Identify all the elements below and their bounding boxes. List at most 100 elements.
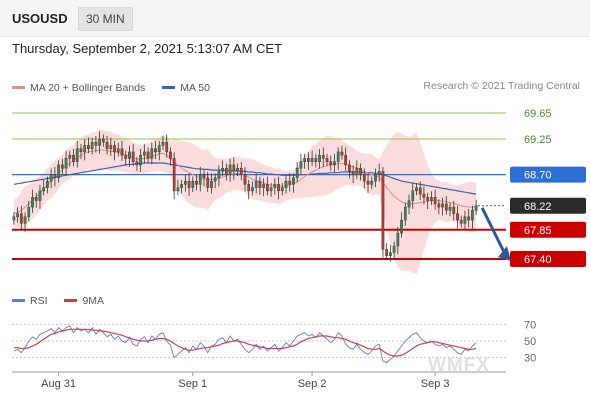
candle-bull bbox=[213, 177, 217, 182]
candle-bull bbox=[318, 154, 321, 162]
candle-bear bbox=[131, 151, 135, 162]
candle-bear bbox=[344, 154, 348, 166]
candle-bull bbox=[370, 180, 374, 185]
candle-bear bbox=[146, 151, 150, 159]
candle-bull bbox=[46, 180, 49, 188]
candle-bear bbox=[277, 184, 280, 192]
candle-bull bbox=[389, 252, 392, 256]
candle-bull bbox=[31, 197, 34, 208]
candle-bull bbox=[333, 161, 336, 166]
level-label-69-25: 69.25 bbox=[524, 134, 552, 146]
legend-label-rsi-ma: 9MA bbox=[82, 294, 105, 307]
legend-item-ma20-bb: MA 20 + Bollinger Bands bbox=[12, 82, 145, 94]
watermark-logo: WMFX bbox=[428, 355, 491, 376]
forecast-arrow-icon bbox=[498, 246, 511, 262]
candle-bull bbox=[217, 171, 221, 179]
candle-bull bbox=[210, 180, 213, 188]
x-tick-aug-31: Aug 31 bbox=[41, 378, 76, 390]
candle-bear bbox=[325, 158, 329, 162]
candle-bear bbox=[444, 203, 448, 211]
candle-bear bbox=[366, 180, 370, 185]
candle-bear bbox=[172, 158, 176, 192]
x-tick-sep-3: Sep 3 bbox=[421, 378, 450, 390]
research-credit: Research © 2021 Trading Central bbox=[423, 80, 580, 92]
candle-bear bbox=[243, 174, 247, 185]
candle-bear bbox=[124, 154, 128, 159]
rsi-tick-50: 50 bbox=[524, 336, 536, 348]
candle-bull bbox=[396, 232, 400, 247]
rsi-line bbox=[13, 325, 477, 364]
candle-bull bbox=[142, 151, 146, 156]
candle-bear bbox=[266, 184, 269, 192]
candle-bull bbox=[38, 190, 42, 201]
candle-bull bbox=[176, 187, 180, 192]
candle-bear bbox=[232, 164, 236, 172]
candle-bull bbox=[75, 148, 79, 162]
candle-bear bbox=[120, 148, 124, 156]
candle-bear bbox=[258, 180, 262, 188]
level-label-67-40: 67.40 bbox=[524, 254, 552, 266]
candle-bull bbox=[183, 180, 187, 185]
timeframe-button[interactable]: 30 MIN bbox=[78, 7, 133, 31]
level-badge-68-70 bbox=[510, 166, 586, 183]
candle-bear bbox=[340, 151, 344, 156]
candle-bear bbox=[321, 154, 325, 159]
level-label-68-70: 68.70 bbox=[524, 170, 552, 182]
candle-bull bbox=[161, 141, 165, 146]
candle-bull bbox=[198, 174, 202, 185]
candle-bear bbox=[60, 164, 64, 169]
candle-bear bbox=[418, 187, 422, 195]
rsi-tick-30: 30 bbox=[524, 353, 536, 365]
legend-label-ma50: MA 50 bbox=[180, 81, 210, 94]
candle-bull bbox=[42, 187, 46, 192]
candle-bear bbox=[72, 154, 75, 162]
symbol-label: USOUSD bbox=[12, 11, 68, 26]
candle-bear bbox=[385, 249, 389, 256]
candle-bull bbox=[128, 151, 131, 159]
rsi-swatch-icon bbox=[12, 299, 25, 302]
candle-bull bbox=[221, 167, 224, 172]
candle-bear bbox=[154, 148, 157, 153]
legend-item-rsi-ma: 9MA bbox=[64, 295, 104, 307]
level-badge-67-40 bbox=[510, 251, 586, 268]
candle-bear bbox=[362, 174, 366, 182]
candle-bull bbox=[295, 167, 299, 179]
candle-bear bbox=[422, 193, 426, 198]
candle-bull bbox=[254, 180, 258, 188]
ma50-swatch-icon bbox=[162, 86, 176, 89]
candle-bull bbox=[448, 206, 452, 211]
candle-bull bbox=[377, 171, 381, 175]
candle-bear bbox=[53, 174, 57, 179]
candle-bear bbox=[247, 184, 251, 192]
candle-bull bbox=[430, 197, 433, 201]
candle-bear bbox=[195, 180, 198, 185]
candle-bear bbox=[456, 213, 459, 221]
level-badge-68-22 bbox=[510, 197, 586, 214]
candle-bear bbox=[314, 158, 318, 162]
candle-bull bbox=[474, 205, 478, 211]
candle-bull bbox=[116, 148, 120, 153]
candle-bull bbox=[228, 164, 232, 175]
candle-bull bbox=[400, 219, 403, 234]
candle-bull bbox=[64, 158, 68, 169]
candle-bear bbox=[329, 161, 333, 166]
candle-bear bbox=[87, 145, 90, 149]
candle-bull bbox=[292, 177, 295, 185]
candle-bull bbox=[150, 148, 154, 159]
candle-bull bbox=[23, 216, 27, 224]
candle-bear bbox=[34, 197, 38, 201]
candle-bull bbox=[299, 161, 303, 169]
rsi-ma-swatch-icon bbox=[64, 299, 78, 302]
candle-bear bbox=[105, 141, 109, 149]
legend-label-ma20-bb: MA 20 + Bollinger Bands bbox=[30, 81, 146, 94]
level-label-67-85: 67.85 bbox=[524, 225, 552, 237]
candle-bear bbox=[288, 180, 292, 185]
candle-bear bbox=[202, 174, 206, 179]
candle-bull bbox=[441, 203, 444, 208]
candle-bull bbox=[280, 187, 284, 192]
candle-bear bbox=[187, 180, 191, 188]
bollinger-band bbox=[13, 129, 477, 275]
candle-bear bbox=[94, 141, 98, 146]
candle-bull bbox=[180, 184, 183, 188]
